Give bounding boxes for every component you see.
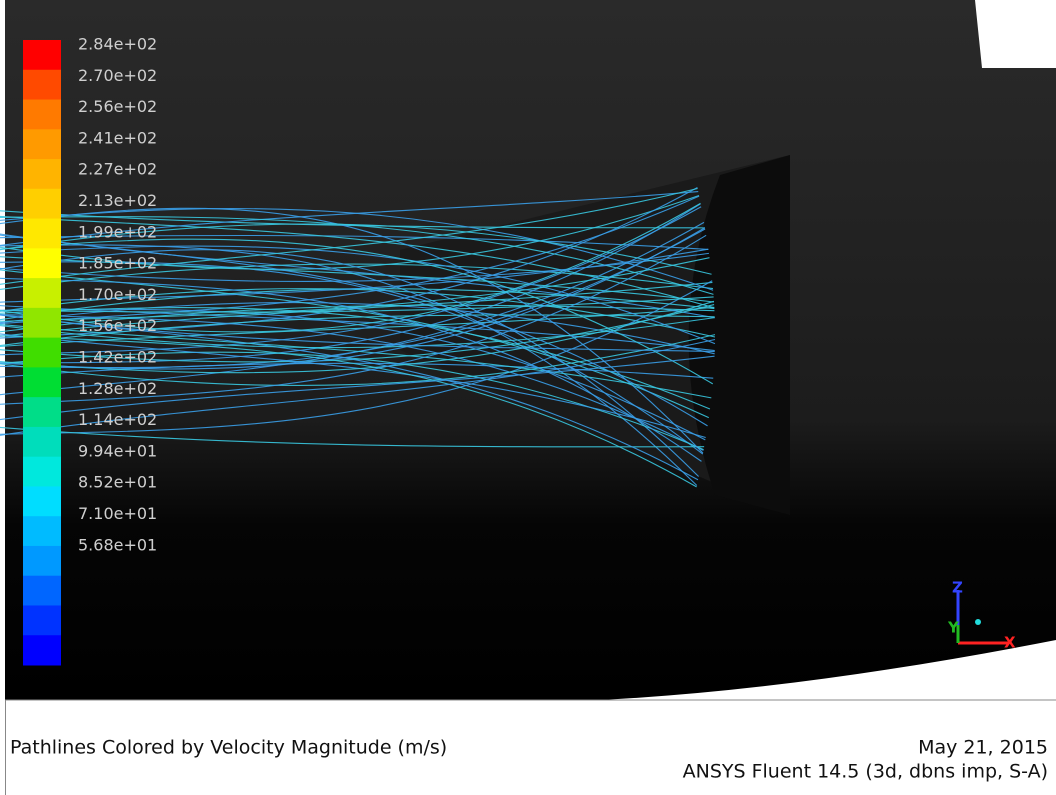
pathline: [0, 335, 697, 488]
pathline: [0, 234, 708, 427]
color-swatch: [23, 426, 61, 458]
color-swatch: [23, 397, 61, 428]
colorbar-label: 1.14e+02: [78, 410, 157, 429]
colorbar-label: 2.13e+02: [78, 191, 157, 210]
pathline: [0, 333, 706, 439]
colorbar-label: 2.56e+02: [78, 97, 157, 116]
pathline: [0, 355, 715, 421]
color-swatch: [23, 159, 61, 190]
colorbar-label: 2.84e+02: [78, 35, 157, 54]
pathline: [0, 351, 704, 451]
color-swatch: [23, 99, 61, 130]
pathline: [0, 195, 700, 325]
pathline: [0, 187, 698, 285]
colorbar-label: 8.52e+01: [78, 473, 157, 492]
pathline: [0, 227, 706, 370]
pathline: [0, 280, 713, 435]
pathline: [0, 252, 709, 283]
pathline: [0, 269, 709, 419]
color-swatch: [23, 337, 61, 368]
pathline: [0, 202, 701, 333]
colorbar-label: 1.85e+02: [78, 254, 157, 273]
color-swatch: [23, 635, 61, 666]
pathlines: [0, 186, 716, 488]
pathline: [0, 304, 715, 333]
axis-label: X: [1004, 634, 1016, 652]
pathline: [0, 249, 700, 477]
color-swatch: [23, 545, 61, 577]
colorbar-label: 2.70e+02: [78, 66, 157, 85]
pathline: [0, 317, 715, 349]
colorbar: 2.84e+02 2.70e+02 2.56e+02 2.41e+02 2.27e+02…: [23, 35, 157, 666]
pathline: [0, 257, 710, 322]
footer-date: May 21, 2015: [918, 737, 1048, 759]
color-swatch: [23, 129, 61, 160]
pathline: [0, 338, 716, 436]
color-swatch: [23, 516, 61, 547]
footer-title: Pathlines Colored by Velocity Magnitude …: [10, 737, 447, 759]
color-swatch: [23, 248, 61, 279]
cone: [400, 155, 790, 515]
color-swatch: [23, 367, 61, 398]
colorbar-label: 2.27e+02: [78, 160, 157, 179]
pathline: [0, 323, 712, 399]
pathline: [0, 306, 711, 410]
pathline: [0, 221, 705, 396]
colorbar-label: 1.28e+02: [78, 379, 157, 398]
intake: [688, 155, 790, 515]
footer-software: ANSYS Fluent 14.5 (3d, dbns imp, S-A): [683, 761, 1048, 783]
color-swatch: [23, 575, 61, 606]
color-swatch: [23, 188, 61, 220]
color-swatch: [23, 486, 61, 517]
color-swatch: [23, 218, 61, 249]
pathline: [0, 263, 714, 290]
colorbar-label: 1.70e+02: [78, 285, 157, 304]
colorbar-label: 7.10e+01: [78, 504, 157, 523]
pathline: [0, 300, 715, 374]
colorbar-label: 1.42e+02: [78, 348, 157, 367]
pathline: [0, 296, 714, 313]
axis-label: Y: [947, 619, 960, 637]
colorbar-label: 1.99e+02: [78, 222, 157, 241]
pathline: [0, 314, 715, 347]
pathline: [0, 245, 716, 345]
color-swatch: [23, 456, 61, 487]
pathline: [0, 313, 715, 353]
colorbar-label: 5.68e+01: [78, 535, 157, 554]
pathline: [0, 191, 699, 247]
pathline: [0, 248, 709, 303]
colorbar-label: 1.56e+02: [78, 316, 157, 335]
color-swatch: [23, 40, 61, 71]
pathline: [0, 208, 714, 291]
pathline: [0, 234, 707, 405]
color-swatch: [23, 605, 61, 636]
pathline: [0, 206, 702, 356]
color-swatch: [23, 278, 61, 309]
axis-label: Z: [952, 579, 963, 597]
colorbar-label: 9.94e+01: [78, 441, 157, 460]
pathline: [0, 426, 705, 448]
pathline: [0, 305, 715, 352]
pathline: [0, 207, 704, 454]
pathline: [0, 238, 714, 385]
axis-triad: Z Y X: [947, 579, 1016, 652]
color-swatch: [23, 307, 61, 339]
colorbar-label: 2.41e+02: [78, 128, 157, 147]
pathline: [0, 313, 704, 451]
pathline: [0, 334, 716, 387]
color-swatch: [23, 69, 61, 101]
